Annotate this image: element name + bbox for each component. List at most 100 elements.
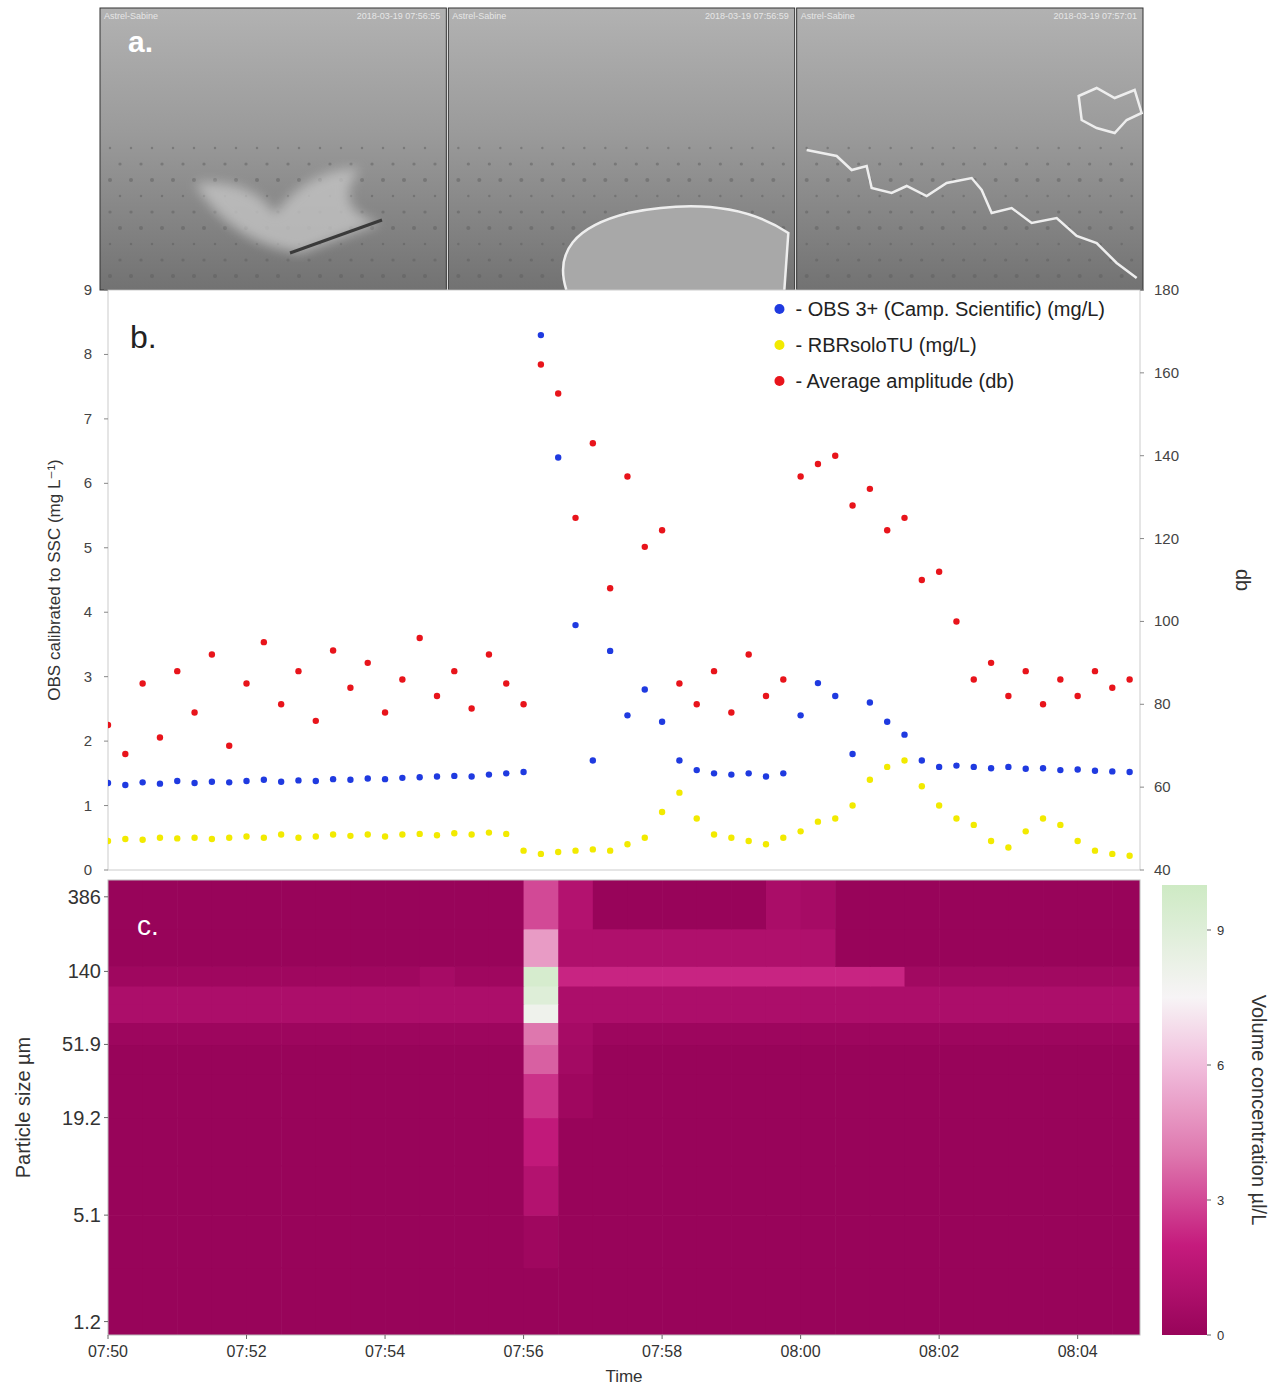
seabed-speck bbox=[920, 258, 923, 261]
data-point bbox=[399, 775, 405, 781]
heatmap-cell bbox=[420, 880, 455, 929]
seabed-speck bbox=[172, 243, 174, 245]
legend-label: - Average amplitude (db) bbox=[795, 370, 1014, 392]
seabed-speck bbox=[719, 195, 721, 197]
seabed-speck bbox=[213, 274, 217, 278]
data-point bbox=[295, 668, 301, 674]
data-point bbox=[122, 836, 128, 842]
plot-frame bbox=[108, 880, 1140, 1335]
heatmap-cell bbox=[870, 986, 905, 1005]
heatmap-cell bbox=[766, 880, 801, 929]
colorbar-tick bbox=[1207, 1065, 1211, 1066]
seabed-speck bbox=[1015, 243, 1017, 245]
seabed-speck bbox=[593, 195, 595, 197]
data-point bbox=[884, 764, 890, 770]
heatmap-cell bbox=[1112, 1166, 1140, 1216]
data-point bbox=[468, 773, 474, 779]
seabed-speck bbox=[994, 243, 996, 245]
seabed-speck bbox=[857, 258, 860, 261]
seabed-speck bbox=[952, 243, 954, 245]
seabed-speck bbox=[139, 226, 143, 230]
heatmap-cell bbox=[662, 880, 697, 929]
x-tick-label: 08:04 bbox=[1058, 1343, 1098, 1360]
panel-letter: c. bbox=[137, 910, 159, 941]
heatmap-cell bbox=[143, 1044, 178, 1074]
heatmap-cell bbox=[558, 1022, 593, 1045]
data-point bbox=[226, 835, 232, 841]
seabed-speck bbox=[499, 210, 502, 213]
data-point bbox=[555, 849, 561, 855]
heatmap-cell bbox=[905, 1166, 940, 1216]
heatmap-cell bbox=[731, 1044, 766, 1074]
heatmap-cell bbox=[177, 966, 212, 986]
heatmap-cell bbox=[697, 966, 732, 986]
heatmap-cell bbox=[939, 1118, 974, 1167]
seabed-speck bbox=[698, 195, 700, 197]
seabed-speck bbox=[150, 210, 153, 213]
seabed-speck bbox=[847, 274, 851, 278]
heatmap-cell bbox=[593, 1166, 628, 1216]
heatmap-cell bbox=[593, 1073, 628, 1118]
heatmap-cell bbox=[593, 1268, 628, 1335]
seabed-speck bbox=[402, 178, 406, 182]
heatmap-cell bbox=[454, 1022, 489, 1045]
seabed-speck bbox=[941, 162, 944, 165]
seabed-speck bbox=[1057, 147, 1059, 149]
seabed-speck bbox=[403, 243, 405, 245]
heatmap-cell bbox=[489, 1118, 524, 1167]
seabed-speck bbox=[962, 195, 964, 197]
heatmap-cell bbox=[662, 929, 697, 967]
fish-plume bbox=[195, 168, 380, 253]
data-point bbox=[572, 515, 578, 521]
seabed-speck bbox=[286, 162, 289, 165]
seabed-speck bbox=[487, 226, 491, 230]
seabed-speck bbox=[751, 210, 754, 213]
data-point bbox=[624, 712, 630, 718]
heatmap-cell bbox=[489, 1215, 524, 1268]
heatmap-cell bbox=[177, 880, 212, 929]
seabed-speck bbox=[604, 210, 607, 213]
heatmap-cell bbox=[454, 1044, 489, 1074]
seabed-speck bbox=[857, 162, 860, 165]
heatmap-cell bbox=[558, 1073, 593, 1118]
data-point bbox=[953, 762, 959, 768]
heatmap-cell bbox=[697, 1004, 732, 1023]
data-point bbox=[763, 841, 769, 847]
data-point bbox=[295, 777, 301, 783]
data-point bbox=[261, 639, 267, 645]
seabed-speck bbox=[181, 226, 185, 230]
heatmap-cell bbox=[870, 1118, 905, 1167]
heatmap-cell bbox=[905, 1215, 940, 1268]
heatmap-cell bbox=[766, 1166, 801, 1216]
heatmap-cell bbox=[835, 1004, 870, 1023]
seabed-speck bbox=[719, 162, 722, 165]
heatmap-cell bbox=[316, 1022, 351, 1045]
seabed-speck bbox=[868, 210, 871, 213]
heatmap-cell bbox=[316, 1073, 351, 1118]
heatmap-cell bbox=[212, 929, 247, 967]
seabed-speck bbox=[593, 162, 596, 165]
heatmap-cell bbox=[454, 1073, 489, 1118]
data-point bbox=[468, 831, 474, 837]
heatmap-cell bbox=[524, 1022, 559, 1045]
seabed-speck bbox=[889, 243, 891, 245]
heatmap-cell bbox=[1112, 1004, 1140, 1023]
seabed-speck bbox=[805, 147, 807, 149]
heatmap-cell bbox=[905, 1044, 940, 1074]
legend-label: - RBRsoloTU (mg/L) bbox=[795, 334, 976, 356]
heatmap-cell bbox=[905, 1118, 940, 1167]
data-point bbox=[745, 770, 751, 776]
heatmap-cell bbox=[801, 1166, 836, 1216]
seabed-speck bbox=[1036, 210, 1039, 213]
data-point bbox=[295, 835, 301, 841]
seabed-speck bbox=[983, 226, 987, 230]
seabed-speck bbox=[192, 274, 196, 278]
x-tick-label: 07:58 bbox=[642, 1343, 682, 1360]
heatmap-cell bbox=[801, 986, 836, 1005]
seabed-speck bbox=[1057, 274, 1061, 278]
data-point bbox=[520, 847, 526, 853]
data-point bbox=[867, 486, 873, 492]
heatmap-cell bbox=[801, 1022, 836, 1045]
heatmap-cell bbox=[974, 880, 1009, 929]
heatmap-cell bbox=[939, 929, 974, 967]
